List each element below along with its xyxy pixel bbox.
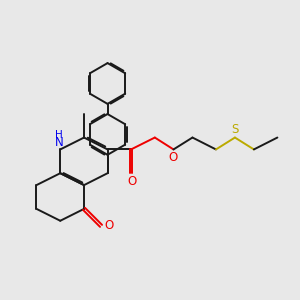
- Text: N: N: [55, 136, 63, 149]
- Text: O: O: [104, 219, 114, 232]
- Text: S: S: [231, 123, 239, 136]
- Text: O: O: [169, 151, 178, 164]
- Text: H: H: [55, 130, 63, 140]
- Text: O: O: [127, 175, 136, 188]
